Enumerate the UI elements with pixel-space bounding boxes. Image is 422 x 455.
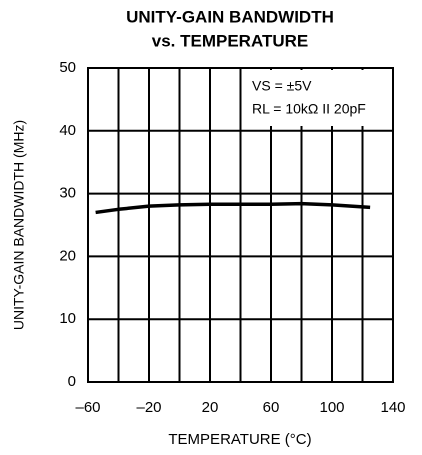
chart-title: vs. TEMPERATURE <box>152 31 309 50</box>
annotation: VS = ±5V <box>252 78 312 94</box>
annotation: RL = 10kΩ II 20pF <box>252 101 366 117</box>
x-tick-label: –60 <box>75 399 100 416</box>
y-tick-label: 40 <box>59 122 76 139</box>
y-tick-label: 20 <box>59 247 76 264</box>
x-tick-label: 60 <box>263 399 280 416</box>
annotation-box <box>243 70 391 126</box>
x-axis-label: TEMPERATURE (°C) <box>168 431 311 448</box>
x-tick-label: 20 <box>202 399 219 416</box>
data-line <box>95 201 371 215</box>
y-tick-label: 0 <box>68 373 76 390</box>
plot-frame <box>87 67 394 383</box>
y-axis-label: UNITY-GAIN BANDWIDTH (MHz) <box>11 120 27 330</box>
y-tick-label: 10 <box>59 310 76 327</box>
x-tick-label: 140 <box>380 399 405 416</box>
x-tick-label: –20 <box>136 399 161 416</box>
y-tick-label: 30 <box>59 185 76 202</box>
y-tick-label: 50 <box>59 59 76 76</box>
x-tick-label: 100 <box>319 399 344 416</box>
chart-title: UNITY-GAIN BANDWIDTH <box>126 7 334 26</box>
